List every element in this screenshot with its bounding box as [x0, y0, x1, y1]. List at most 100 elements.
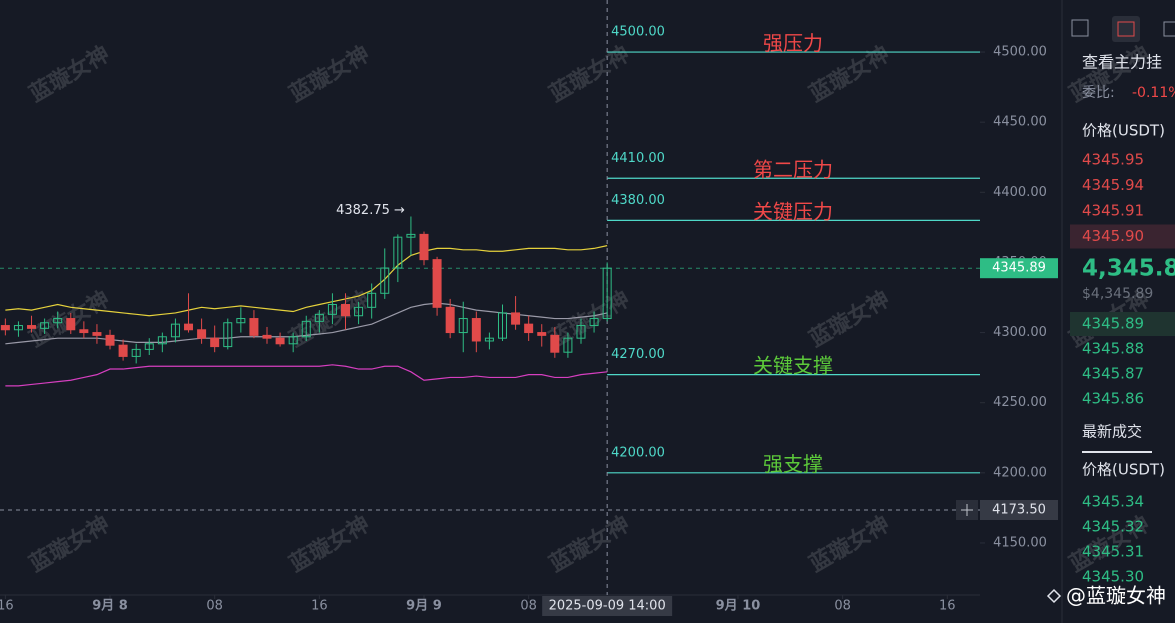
bid-price: 4345.88: [1082, 340, 1144, 358]
ratio-value: -0.11%: [1132, 85, 1175, 101]
bid-price: 4345.89: [1082, 315, 1144, 333]
trade-price: 4345.34: [1082, 493, 1144, 511]
sidebar-bg: [1062, 0, 1175, 623]
candle-body: [537, 332, 547, 336]
level-name: 关键支撑: [753, 354, 833, 378]
footer-icon: [1046, 588, 1062, 604]
sidebar-title: 查看主力挂: [1082, 53, 1162, 72]
candle-body: [484, 337, 494, 342]
candle-body: [66, 318, 76, 331]
bid-price: 4345.86: [1082, 390, 1144, 408]
level-value: 4200.00: [611, 445, 665, 460]
tool-icon[interactable]: [1071, 19, 1089, 37]
level-value: 4380.00: [611, 193, 665, 208]
high-marker: 4382.75 →: [336, 203, 405, 218]
ask-price: 4345.95: [1082, 151, 1144, 169]
trades-title: 最新成交: [1082, 423, 1142, 441]
watermark: 蓝璇女神: [805, 511, 894, 578]
level-name: 关键压力: [753, 199, 833, 223]
footer: @蓝璇女神: [1066, 584, 1166, 608]
x-tick-label: 16: [311, 599, 328, 614]
candle-body: [131, 348, 141, 357]
indicator-line: [5, 245, 608, 317]
candle-body: [197, 329, 207, 339]
candle-body: [53, 318, 63, 324]
ask-price: 4345.90: [1082, 227, 1144, 245]
x-tick-label: 9月 9: [406, 599, 442, 614]
candle-body: [354, 306, 364, 317]
candle-body: [602, 267, 612, 320]
candle-body: [170, 323, 180, 338]
candle-body: [458, 318, 468, 334]
last-price-usd: $4,345.89: [1082, 286, 1153, 302]
level-value: 4270.00: [611, 347, 665, 362]
candle-body: [301, 320, 311, 338]
x-tick-label: 9月 10: [716, 599, 761, 614]
candle-body: [223, 322, 233, 348]
y-tick-label: 4300.00: [993, 325, 1047, 340]
candle-body: [576, 325, 586, 339]
crosshair-y-tag: [980, 500, 1058, 520]
watermark: 蓝璇女神: [285, 41, 374, 108]
ask-price: 4345.94: [1082, 176, 1144, 194]
candle-body: [497, 312, 507, 339]
watermark: 蓝璇女神: [545, 41, 634, 108]
candle-body: [210, 337, 220, 348]
candle-body: [288, 336, 298, 345]
watermark: 蓝璇女神: [285, 286, 374, 353]
candle-body: [511, 312, 521, 325]
y-tick-label: 4150.00: [993, 535, 1047, 550]
indicator-line: [5, 364, 608, 387]
crosshair-plus: [961, 504, 973, 516]
candle-body: [79, 329, 89, 334]
y-tick-label: 4500.00: [993, 45, 1047, 60]
crosshair-x-tag: [542, 596, 673, 616]
trade-price: 4345.32: [1082, 518, 1144, 536]
candle-body: [118, 344, 128, 357]
level-value: 4410.00: [611, 151, 665, 166]
tool-icon-active[interactable]: [1112, 16, 1140, 42]
candle-body: [144, 343, 154, 350]
candle-body: [524, 323, 534, 334]
ask-price: 4345.91: [1082, 202, 1144, 220]
watermark: 蓝璇女神: [285, 511, 374, 578]
candle-body: [249, 318, 259, 336]
level-value: 4500.00: [611, 25, 665, 40]
x-tick-label: 08: [520, 599, 537, 614]
candle-body: [471, 318, 481, 342]
x-tick-label: 08: [206, 599, 223, 614]
watermark: 蓝璇女神: [25, 41, 114, 108]
candle-body: [92, 332, 102, 336]
candle-body: [406, 233, 416, 238]
candle-body: [550, 334, 560, 353]
candle-body: [445, 306, 455, 334]
candle-body: [157, 336, 167, 345]
tool-icon[interactable]: [1117, 21, 1135, 37]
candle-body: [275, 337, 285, 345]
trade-price: 4345.31: [1082, 543, 1144, 561]
candle-body: [327, 304, 337, 315]
y-tick-label: 4200.00: [993, 465, 1047, 480]
ratio-label: 委比:: [1082, 85, 1115, 101]
candle-body: [341, 304, 351, 317]
candle-body: [236, 318, 246, 324]
candle-body: [40, 322, 50, 329]
candle-body: [419, 233, 429, 261]
candle-body: [0, 325, 10, 331]
last-price-tag: [980, 258, 1058, 279]
candle-body: [432, 259, 442, 308]
x-tick-label: 08: [834, 599, 851, 614]
last-price-label: 4345.89: [992, 261, 1046, 276]
candle-body: [13, 325, 23, 331]
x-tick-label: 9月 8: [92, 599, 128, 614]
y-tick-label: 4400.00: [993, 185, 1047, 200]
tool-icon[interactable]: [1163, 21, 1175, 37]
crosshair-x-label: 2025-09-09 14:00: [549, 599, 666, 614]
candle-body: [105, 334, 115, 346]
candle-body: [563, 337, 573, 353]
candle-body: [589, 318, 599, 327]
watermark: 蓝璇女神: [545, 511, 634, 578]
candle-body: [380, 267, 390, 294]
candle-body: [314, 313, 324, 322]
